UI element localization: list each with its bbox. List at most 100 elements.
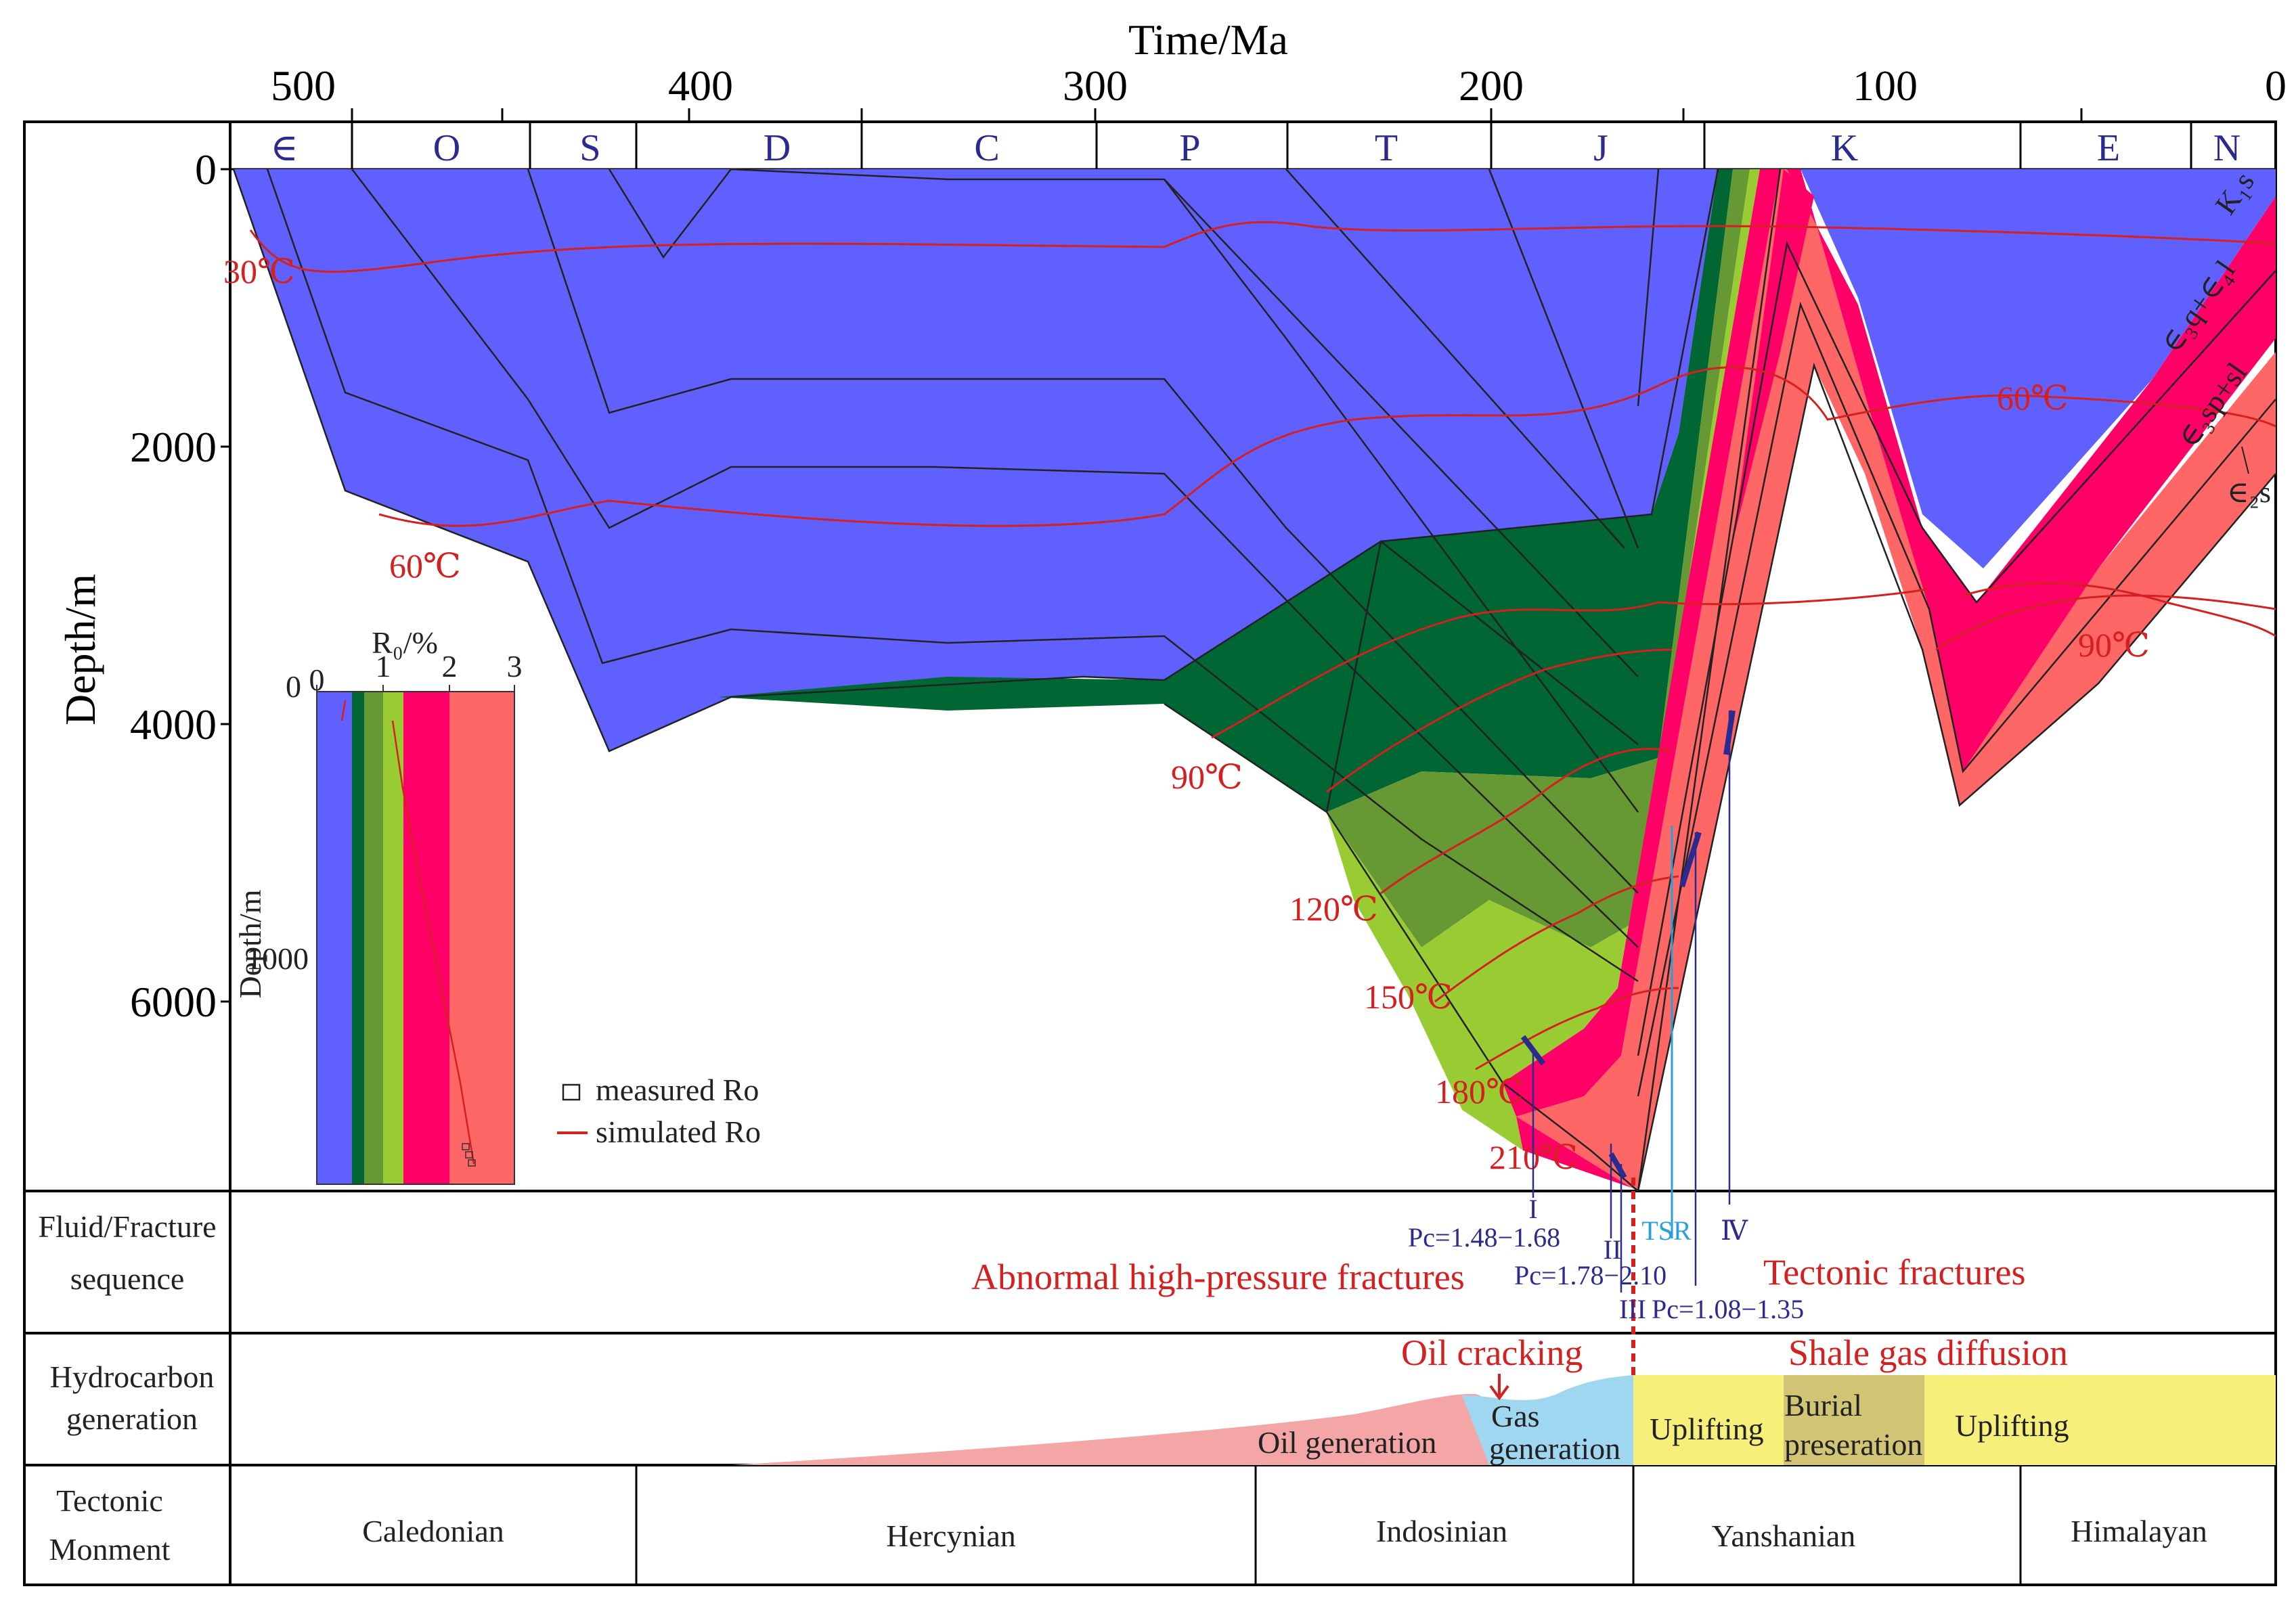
depth-axis-title: Depth/m: [56, 574, 104, 725]
inset-tick-1: 1: [376, 649, 391, 683]
pc-stage-2: Pc=1.78−2.10: [1514, 1260, 1666, 1290]
preservation-label: preseration: [1784, 1427, 1922, 1462]
inset-ylabel: Depth/m: [233, 889, 267, 998]
time-axis-ticks: 500 400 300 200 100 0: [271, 62, 2287, 122]
depth-tick-6000: 6000: [130, 978, 217, 1026]
depth-tick-4000: 4000: [130, 700, 217, 748]
fluid-label-2: sequence: [70, 1261, 185, 1296]
stage-ii: II: [1604, 1234, 1622, 1265]
hydro-label-1: Hydrocarbon: [50, 1360, 215, 1394]
blue-zone-right: [1801, 169, 2276, 568]
fluid-label-1: Fluid/Fracture: [38, 1209, 216, 1244]
period-carboniferous: C: [974, 127, 999, 169]
isotherm-180: 180℃: [1435, 1073, 1524, 1110]
time-tick-500: 500: [271, 62, 336, 110]
time-axis-title: Time/Ma: [1128, 16, 1288, 64]
tectonic-label-2: Monment: [49, 1532, 171, 1567]
light-green-zone: [1421, 169, 1760, 1083]
magenta-zone: [1503, 169, 1780, 1117]
stage-i: I: [1528, 1194, 1537, 1224]
tectonic-indosinian: Indosinian: [1376, 1514, 1507, 1548]
legend-simulated-label: simulated Ro: [596, 1115, 761, 1149]
stage-iv: Ⅳ: [1721, 1215, 1748, 1246]
salmon-zone-left: [1516, 169, 1792, 1188]
inset-ytick-0: 0: [286, 669, 301, 704]
inset-ytick-1000: 1000: [246, 941, 309, 976]
isotherms: [249, 221, 2276, 1071]
time-tick-200: 200: [1459, 62, 1524, 110]
tectonic-hercynian: Hercynian: [886, 1519, 1016, 1553]
period-devonian: D: [764, 127, 791, 169]
period-silurian: S: [579, 127, 600, 169]
blue-maturity-zone: [234, 169, 1718, 751]
unit-c2s: ∈₂s: [2227, 476, 2271, 509]
burial-history-plot: 30℃ 60℃ 60℃ 90℃ 90℃ 120℃ 150℃ 180℃ 210℃ …: [223, 166, 2276, 1465]
legend: measured Ro simulated Ro: [557, 1073, 761, 1149]
gas-generation-area: [1462, 1375, 1633, 1465]
period-neogene: N: [2213, 127, 2240, 169]
magenta-zone-right: [1787, 169, 2276, 771]
period-cambrian: ∈: [270, 127, 298, 169]
pc-stage-3: Pc=1.08−1.35: [1652, 1294, 1804, 1324]
isotherm-120: 120℃: [1289, 890, 1378, 928]
period-cretaceous: K: [1831, 127, 1858, 169]
oil-generation-label: Oil generation: [1258, 1425, 1436, 1460]
period-ordovician: O: [433, 127, 460, 169]
tectonic-panel: Tectonic Monment Caledonian Hercynian In…: [49, 1465, 2207, 1585]
isotherm-90-right: 90℃: [2078, 626, 2150, 664]
burial-label: Burial: [1784, 1388, 1862, 1422]
stage-iii: III: [1619, 1294, 1646, 1324]
oil-cracking-label: Oil cracking: [1401, 1332, 1583, 1373]
isotherm-150: 150℃: [1364, 978, 1453, 1016]
isotherm-60-right: 60℃: [1997, 379, 2069, 417]
uplifting-label-2: Uplifting: [1955, 1408, 2069, 1443]
inset-tick-3: 3: [507, 649, 523, 683]
inset-tick-2: 2: [442, 649, 458, 683]
gas-generation-label-1: Gas: [1491, 1399, 1540, 1433]
legend-measured-marker: [562, 1083, 581, 1101]
ro-inset: R₀/% 0 1 2 3 0 1000 Depth/m: [233, 625, 523, 1185]
figure-frame: [23, 120, 2277, 1586]
mid-green-zone: [1327, 169, 1750, 947]
tectonic-caledonian: Caledonian: [362, 1514, 504, 1548]
tectonic-himalayan: Himalayan: [2071, 1514, 2207, 1548]
burial-area: [1784, 1375, 1924, 1465]
period-labels: ∈ O S D C P T J K E N: [270, 127, 2240, 169]
legend-measured-label: measured Ro: [596, 1073, 759, 1107]
isotherm-60: 60℃: [389, 547, 461, 585]
shale-gas-label: Shale gas diffusion: [1788, 1332, 2068, 1373]
time-tick-100: 100: [1853, 62, 1918, 110]
depth-tick-0: 0: [195, 145, 217, 194]
uplift-area-left: [1633, 1375, 1784, 1465]
depth-tick-2000: 2000: [130, 423, 217, 471]
period-triassic: T: [1375, 127, 1398, 169]
dark-green-zone: [718, 169, 1733, 812]
tectonic-yanshanian: Yanshanian: [1712, 1519, 1856, 1553]
abnormal-fractures-label: Abnormal high-pressure fractures: [971, 1257, 1465, 1297]
inset-xlabel: R₀/%: [372, 625, 438, 660]
isotherm-90: 90℃: [1171, 758, 1243, 796]
period-jurassic: J: [1593, 127, 1608, 169]
period-boundaries: [351, 122, 2192, 169]
tectonic-label-1: Tectonic: [56, 1483, 163, 1518]
tectonic-fractures-label: Tectonic fractures: [1763, 1252, 2026, 1293]
uplift-area-right: [1924, 1375, 2276, 1465]
fluid-fracture-panel: Fluid/Fracture sequence I Pc=1.48−1.68 I…: [38, 1194, 2025, 1324]
hydro-label-2: generation: [66, 1401, 198, 1436]
hydrocarbon-panel: Hydrocarbon generation Oil cracking Shal…: [50, 1332, 2276, 1466]
period-permian: P: [1179, 127, 1200, 169]
salmon-zone-right: [1631, 169, 2276, 1191]
oil-generation-area: [731, 1393, 1491, 1465]
isotherm-30: 30℃: [223, 252, 295, 290]
depth-axis-ticks: 0 2000 4000 6000: [130, 145, 230, 1026]
time-tick-400: 400: [668, 62, 733, 110]
pc-stage-1: Pc=1.48−1.68: [1408, 1222, 1560, 1253]
tsr-label: TSR: [1641, 1215, 1692, 1246]
uplifting-label-1: Uplifting: [1650, 1412, 1764, 1446]
time-tick-300: 300: [1063, 62, 1128, 110]
oil-cracking-arrow: [1489, 1374, 1509, 1401]
period-paleogene: E: [2097, 127, 2120, 169]
gas-generation-label-2: generation: [1489, 1431, 1620, 1466]
inset-tick-0: 0: [309, 663, 325, 697]
